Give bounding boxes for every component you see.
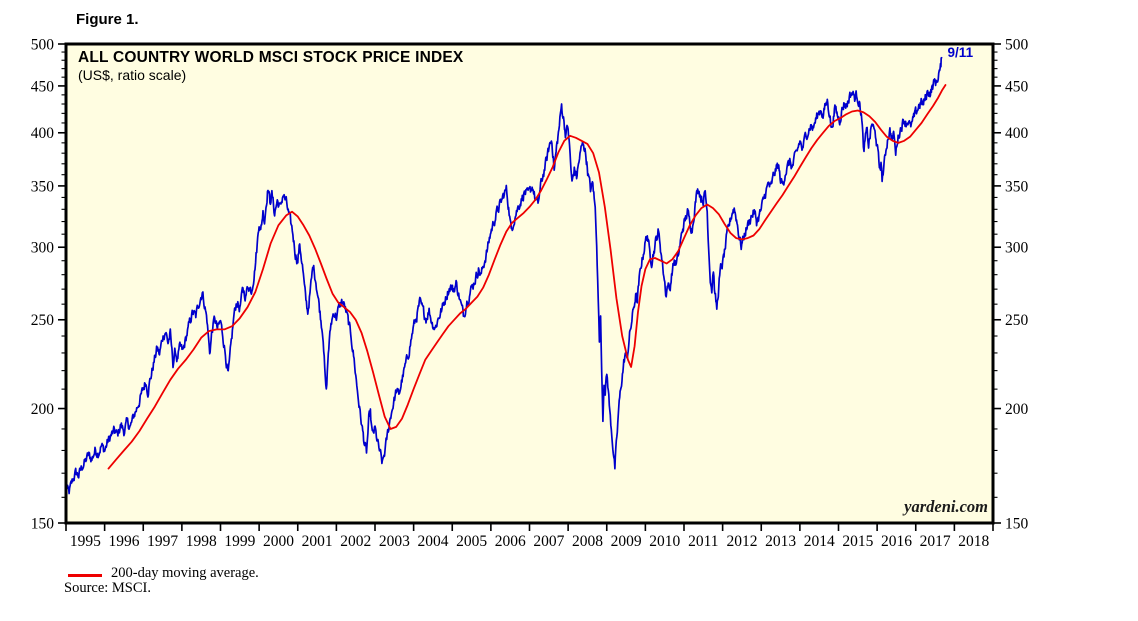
x-tick-label: 2015: [842, 533, 873, 550]
y-tick-label-left: 450: [31, 78, 55, 95]
x-tick-label: 1998: [186, 533, 217, 550]
y-tick-label-left: 150: [31, 515, 55, 532]
legend-label: 200-day moving average.: [111, 565, 259, 581]
x-tick-label: 1999: [224, 533, 255, 550]
x-tick-label: 1995: [70, 533, 101, 550]
x-tick-label: 2018: [958, 533, 989, 550]
y-tick-label-right: 150: [1005, 515, 1029, 532]
y-tick-label-right: 500: [1005, 36, 1029, 53]
x-tick-label: 2016: [881, 533, 912, 550]
x-tick-label: 2000: [263, 533, 294, 550]
x-tick-label: 2008: [572, 533, 603, 550]
y-tick-label-right: 250: [1005, 312, 1029, 329]
y-tick-label-right: 400: [1005, 125, 1029, 142]
x-tick-label: 2002: [340, 533, 371, 550]
x-tick-label: 2012: [726, 533, 757, 550]
moving-average-line: [107, 84, 947, 470]
event-annotation: 9/11: [947, 45, 974, 61]
x-tick-label: 2013: [765, 533, 796, 550]
x-tick-label: 2010: [649, 533, 680, 550]
x-tick-label: 1996: [108, 533, 139, 550]
figure-label: Figure 1.: [76, 11, 139, 28]
y-tick-label-right: 450: [1005, 78, 1029, 95]
x-tick-label: 2001: [302, 533, 333, 550]
index-line: [67, 56, 943, 495]
source-note: Source: MSCI.: [64, 580, 151, 596]
x-tick-label: 2006: [495, 533, 526, 550]
y-tick-label-left: 300: [31, 240, 55, 257]
watermark-text: yardeni.com: [904, 497, 988, 516]
x-tick-label: 2011: [688, 533, 718, 550]
y-tick-label-left: 400: [31, 125, 55, 142]
x-tick-label: 2004: [417, 533, 448, 550]
y-tick-label-left: 250: [31, 312, 55, 329]
legend-line-swatch: [68, 574, 102, 577]
x-tick-label: 2009: [611, 533, 642, 550]
x-tick-label: 1997: [147, 533, 178, 550]
x-tick-label: 2007: [533, 533, 564, 550]
x-tick-label: 2005: [456, 533, 487, 550]
y-tick-label-left: 200: [31, 401, 55, 418]
y-tick-label-left: 500: [31, 36, 55, 53]
y-tick-label-right: 300: [1005, 240, 1029, 257]
plot-frame: [64, 42, 995, 525]
y-tick-label-right: 200: [1005, 401, 1029, 418]
x-tick-label: 2003: [379, 533, 410, 550]
plot-background: [66, 44, 993, 523]
y-tick-label-right: 350: [1005, 178, 1029, 195]
chart-title: ALL COUNTRY WORLD MSCI STOCK PRICE INDEX: [78, 49, 464, 66]
x-tick-label: 2017: [920, 533, 951, 550]
x-tick-label: 2014: [804, 533, 835, 550]
chart-subtitle: (US$, ratio scale): [78, 67, 187, 83]
y-tick-label-left: 350: [31, 178, 55, 195]
